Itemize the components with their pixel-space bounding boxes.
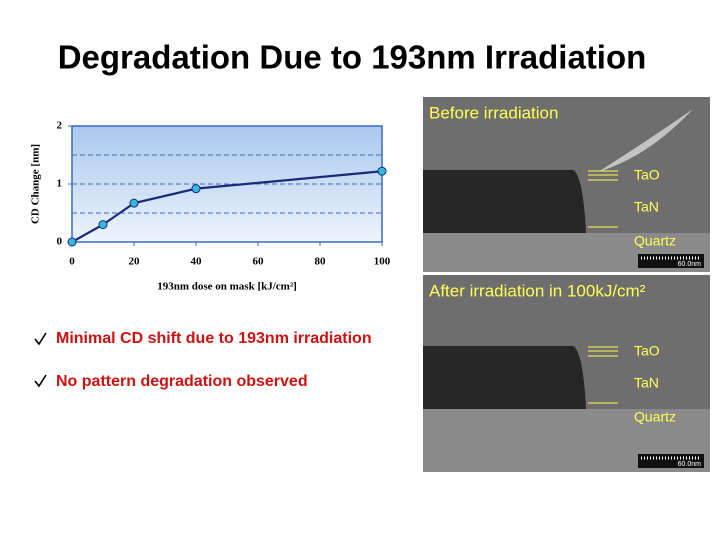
data-point	[191, 184, 201, 194]
check-icon	[34, 374, 47, 388]
scale-bar	[638, 454, 704, 468]
scale-bar	[638, 254, 704, 268]
image-caption: After irradiation in 100kJ/cm²	[429, 281, 646, 300]
y-tick-label: 0	[57, 236, 63, 248]
scale-label: 60.0nm	[678, 461, 702, 468]
absorber-block	[423, 346, 586, 409]
x-axis-label: 193nm dose on mask [kJ/cm²]	[157, 281, 297, 293]
image-caption: Before irradiation	[429, 103, 558, 122]
x-tick-label: 40	[191, 256, 203, 268]
x-tick-label: 80	[315, 256, 327, 268]
layer-label: TaO	[634, 167, 660, 183]
sem-image: Before irradiation TaO TaN Quartz 60.0nm	[423, 97, 710, 272]
bullet-icons	[34, 332, 47, 388]
layer-label: Quartz	[634, 409, 676, 425]
x-tick-label: 20	[129, 256, 141, 268]
data-point	[377, 166, 387, 176]
layer-label: Quartz	[634, 233, 676, 249]
layer-label: TaO	[634, 343, 660, 359]
data-point	[67, 237, 77, 247]
x-tick-label: 60	[253, 256, 265, 268]
scale-label: 60.0nm	[678, 261, 702, 268]
x-tick-label: 0	[69, 256, 75, 268]
slide-title: Degradation Due to 193nm Irradiation	[58, 39, 647, 76]
data-point	[98, 220, 108, 230]
check-icon	[34, 332, 47, 346]
layer-label: TaN	[634, 199, 659, 215]
data-point	[129, 198, 139, 208]
y-tick-label: 2	[57, 120, 63, 132]
bullet-text: No pattern degradation observed	[56, 373, 308, 390]
bullet-text: Minimal CD shift due to 193nm irradiatio…	[56, 330, 372, 347]
sem-image: After irradiation in 100kJ/cm² TaO TaN Quar…	[423, 275, 710, 472]
absorber-block	[423, 170, 586, 233]
layer-label: TaN	[634, 375, 659, 391]
y-tick-label: 1	[57, 178, 63, 190]
y-axis-label: CD Change [nm]	[30, 144, 42, 224]
x-tick-label: 100	[374, 256, 391, 268]
